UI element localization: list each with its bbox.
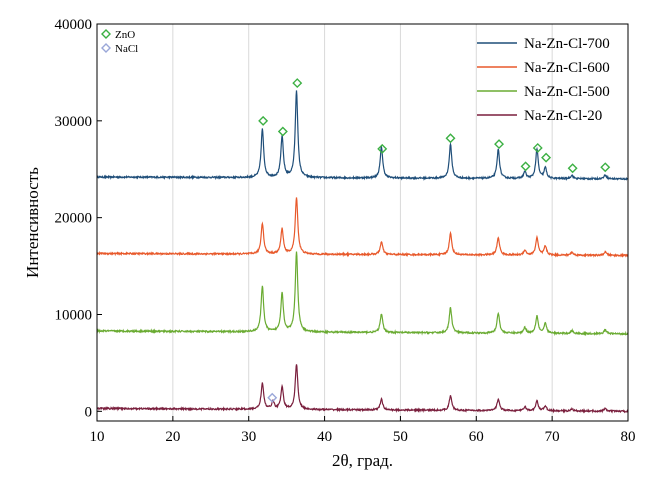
marker-0-1	[277, 126, 288, 137]
x-tick-label-7: 80	[621, 429, 636, 445]
marker-0-7	[532, 142, 543, 153]
marker-0-0	[258, 115, 269, 126]
marker-legend-symbol-1	[101, 43, 111, 53]
x-axis-label: 2θ, град.	[332, 451, 393, 470]
marker-legend-symbol-0	[101, 29, 111, 39]
legend-label-3: Na-Zn-Cl-20	[524, 108, 602, 124]
phase-markers	[258, 78, 611, 403]
marker-0-2	[292, 78, 303, 89]
x-tick-label-5: 60	[469, 429, 484, 445]
series-line-3	[96, 364, 629, 414]
x-tick-label-4: 50	[393, 429, 408, 445]
marker-0-10	[600, 162, 611, 173]
grid-lines	[172, 24, 553, 421]
x-tick-label-6: 70	[545, 429, 560, 445]
legend-label-0: Na-Zn-Cl-700	[524, 36, 610, 52]
y-axis-label: Интенсивность	[23, 167, 42, 278]
marker-0-9	[567, 163, 578, 174]
y-tick-label-0: 0	[85, 404, 93, 420]
x-tick-label-3: 40	[317, 429, 332, 445]
x-tick-label-2: 30	[241, 429, 256, 445]
series-line-0	[96, 90, 629, 182]
series-line-1	[96, 197, 629, 259]
series-line-2	[96, 251, 629, 337]
marker-0-8	[541, 152, 552, 163]
y-tick-label-2: 20000	[55, 211, 93, 227]
marker-legend-label-1: NaCl	[115, 43, 138, 55]
x-axis-ticks: 10 20 30 40 50 60 70 80	[90, 416, 636, 445]
marker-legend-label-0: ZnO	[115, 29, 135, 41]
legend-label-1: Na-Zn-Cl-600	[524, 60, 610, 76]
y-axis-ticks: 0 10000 20000 30000 40000	[55, 17, 102, 420]
y-tick-label-4: 40000	[55, 17, 93, 33]
marker-0-3	[377, 143, 388, 154]
x-tick-label-1: 20	[165, 429, 180, 445]
y-tick-label-1: 10000	[55, 307, 93, 323]
marker-1-0	[267, 392, 278, 403]
marker-legend: ZnO NaCl	[101, 29, 138, 55]
marker-0-6	[520, 161, 531, 172]
series-legend: Na-Zn-Cl-700 Na-Zn-Cl-600 Na-Zn-Cl-500 Na-Z…	[477, 36, 610, 124]
x-tick-label-0: 10	[90, 429, 105, 445]
marker-0-4	[445, 133, 456, 144]
y-tick-label-3: 30000	[55, 114, 93, 130]
legend-label-2: Na-Zn-Cl-500	[524, 84, 610, 100]
series-lines	[96, 90, 629, 414]
marker-0-5	[494, 139, 505, 150]
plot-frame	[96, 23, 629, 422]
